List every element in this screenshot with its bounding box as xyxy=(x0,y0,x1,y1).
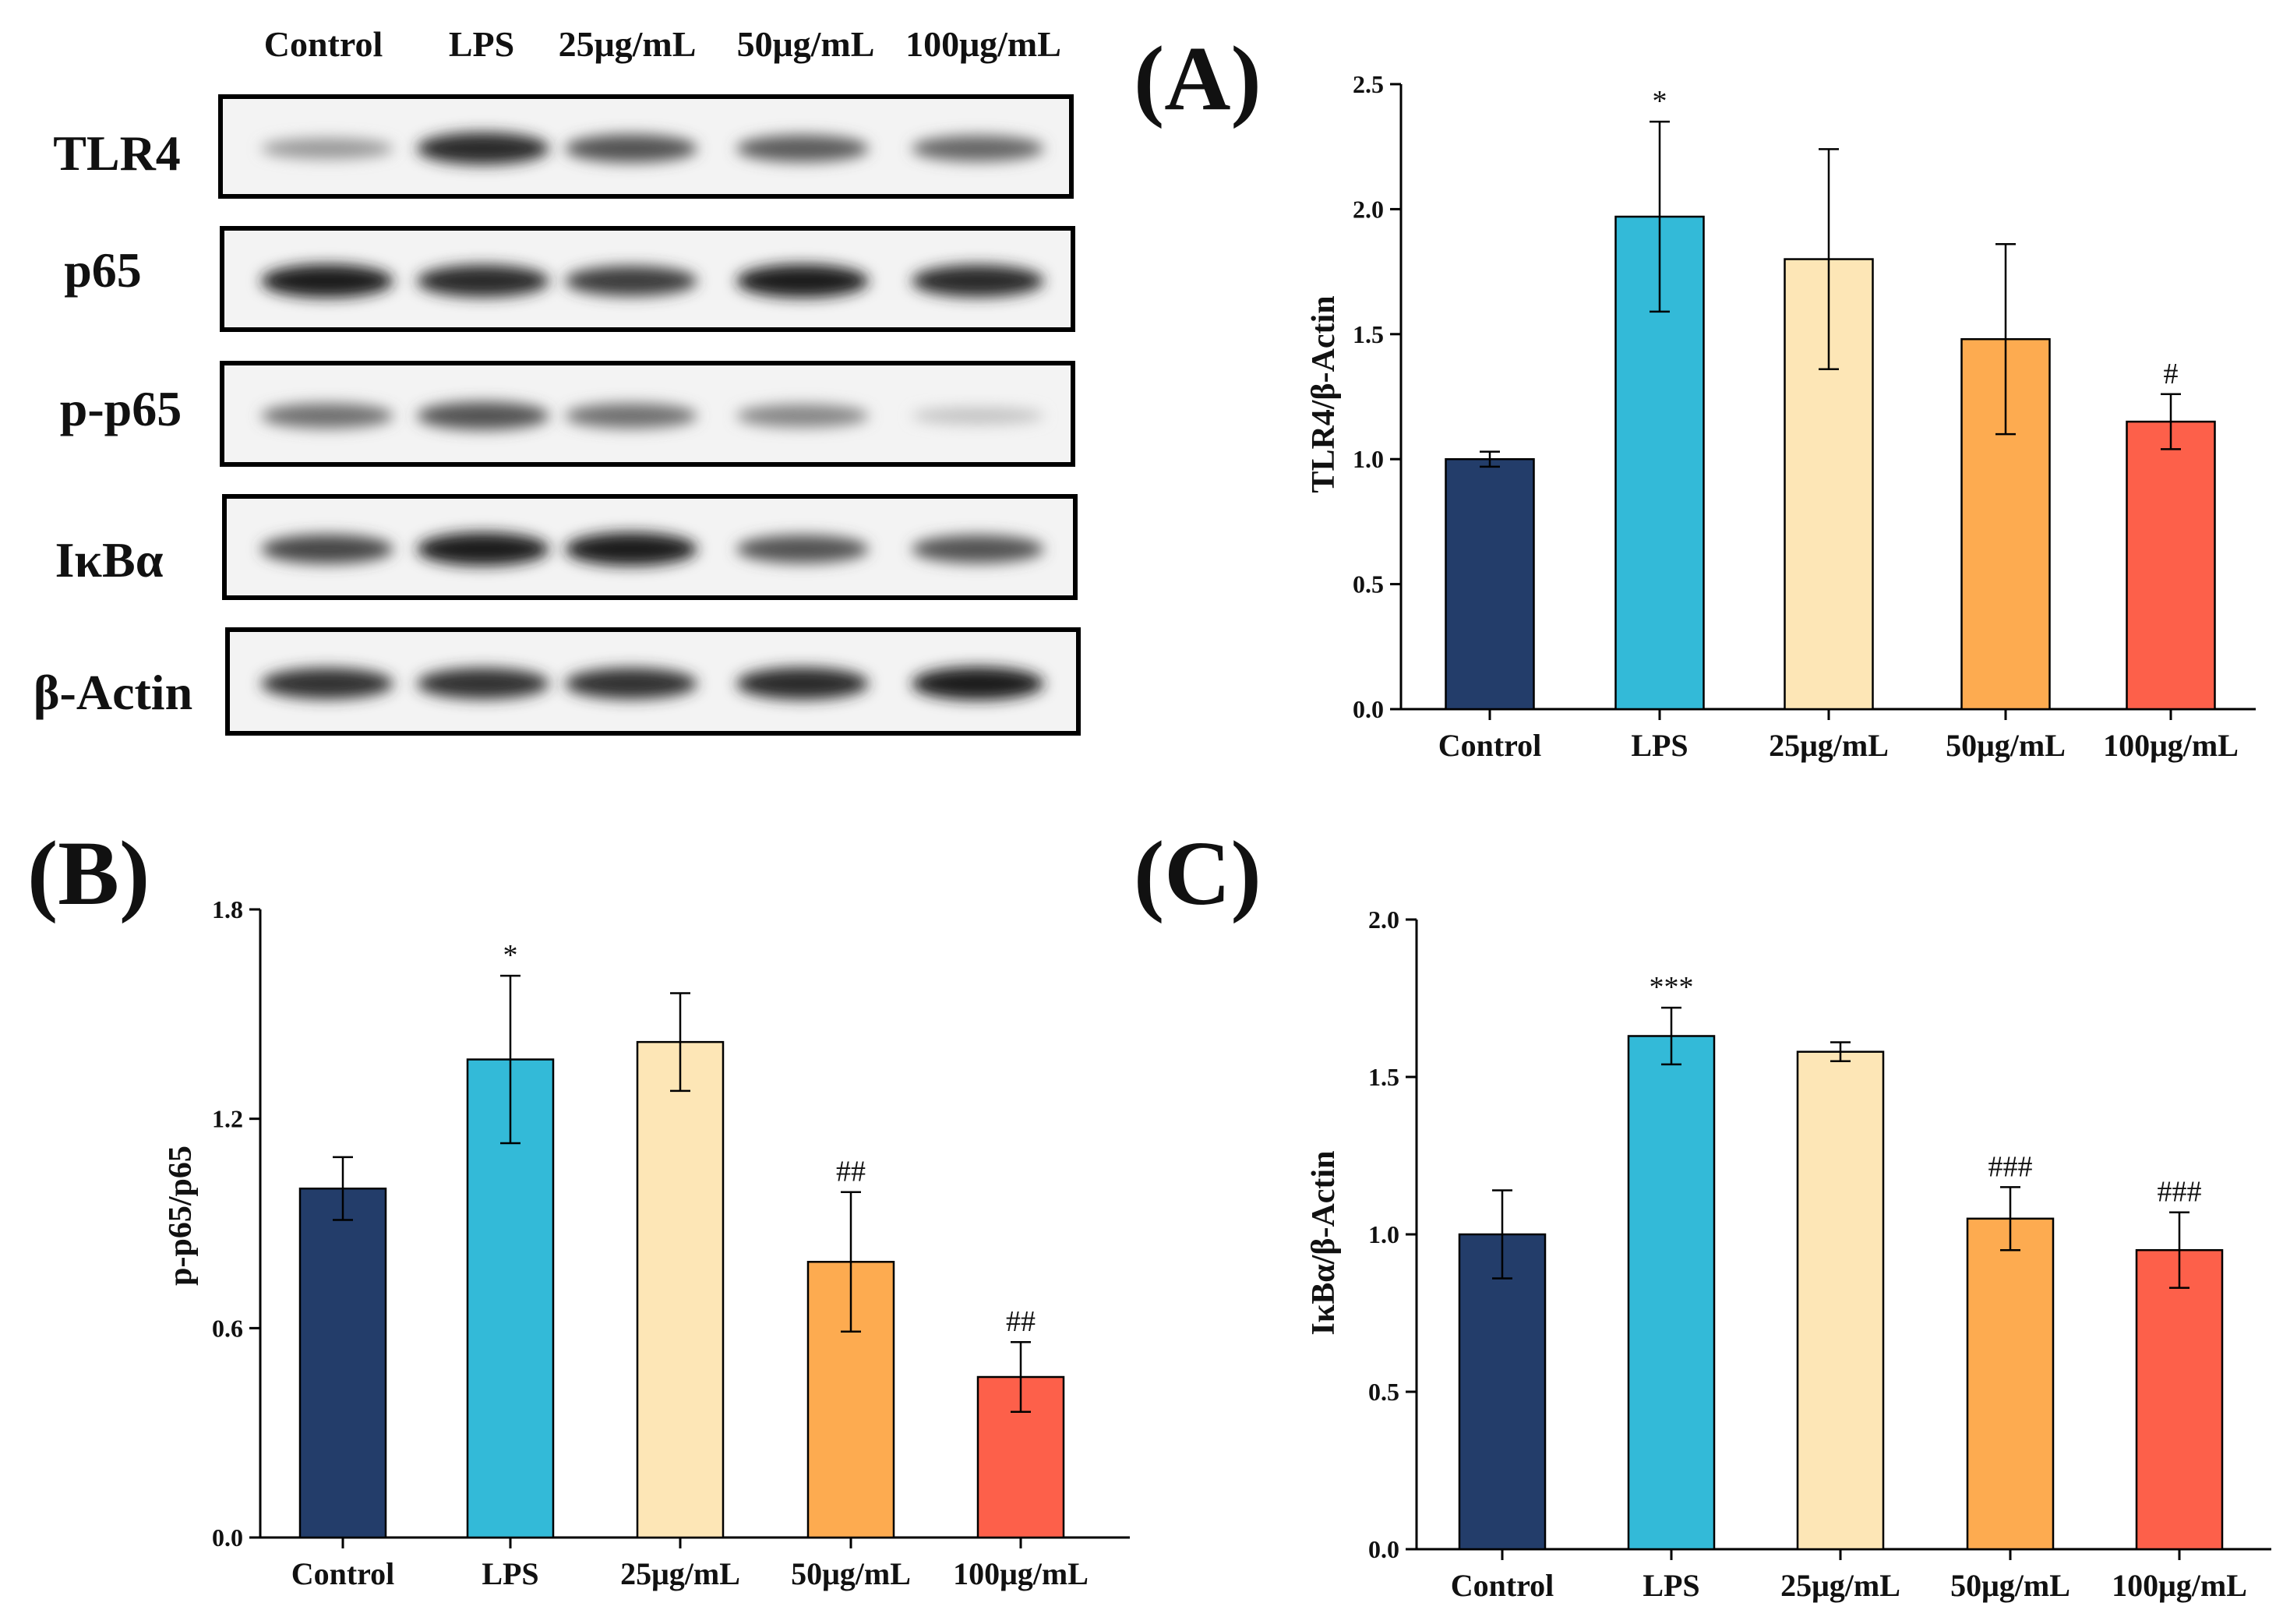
blot-band xyxy=(261,403,393,429)
blot-band xyxy=(736,535,869,563)
y-tick-label: 0.0 xyxy=(1353,695,1384,723)
blot-band xyxy=(912,264,1044,298)
blot-band xyxy=(912,407,1044,425)
blot-row-labels: TLR4 p65 p-p65 IκBα β-Actin xyxy=(34,125,192,720)
blot-band xyxy=(261,138,393,160)
bar xyxy=(2135,1248,2224,1551)
blot-lane-label: 100μg/mL xyxy=(905,24,1061,64)
blot-row-label: IκBα xyxy=(55,532,164,588)
x-tick-label: 100μg/mL xyxy=(2112,1568,2247,1603)
x-tick-label: LPS xyxy=(1643,1568,1699,1603)
blot-band xyxy=(912,535,1044,563)
significance-label: # xyxy=(2164,358,2179,390)
blot-band xyxy=(261,534,393,564)
blot-band xyxy=(417,264,549,298)
blot-lane-label: 25μg/mL xyxy=(559,24,697,64)
blot-band xyxy=(261,264,393,298)
blot-band xyxy=(565,134,697,163)
y-tick-label: 0.0 xyxy=(1368,1535,1399,1563)
blot-row-label: p65 xyxy=(64,242,142,298)
blot-band xyxy=(912,666,1044,701)
bar xyxy=(298,1187,387,1539)
blot-row-label: TLR4 xyxy=(53,125,181,181)
x-tick-label: 100μg/mL xyxy=(953,1556,1089,1591)
y-axis-label-c: IκBα/β-Actin xyxy=(1306,1151,1342,1336)
significance-label: ## xyxy=(1006,1305,1036,1338)
bar xyxy=(1458,1233,1547,1551)
blot-band xyxy=(417,668,549,700)
panel-label-c: (C) xyxy=(1134,822,1261,924)
x-tick-label: 25μg/mL xyxy=(1780,1568,1900,1603)
blot-panel xyxy=(218,94,1081,736)
x-tick-label: Control xyxy=(1451,1568,1554,1603)
x-tick-label: 100μg/mL xyxy=(2103,728,2239,763)
significance-label: ## xyxy=(836,1156,866,1188)
blot-band xyxy=(912,135,1044,162)
bar xyxy=(1445,457,1535,711)
significance-label: * xyxy=(1653,85,1667,118)
y-tick-label: 1.8 xyxy=(212,895,243,923)
blot-band xyxy=(417,401,549,430)
blot-band xyxy=(565,403,697,429)
x-tick-label: LPS xyxy=(1631,728,1688,763)
blot-band xyxy=(417,132,549,165)
blot-band xyxy=(736,264,869,298)
bar xyxy=(2126,420,2216,711)
significance-label: ### xyxy=(2158,1176,2202,1209)
y-tick-label: 2.5 xyxy=(1353,70,1384,98)
blot-band xyxy=(417,532,549,566)
blot-band xyxy=(565,266,697,296)
y-tick-label: 0.5 xyxy=(1353,570,1384,598)
panel-label-b: (B) xyxy=(27,822,150,924)
x-tick-label: Control xyxy=(1438,728,1542,763)
y-tick-label: 0.5 xyxy=(1368,1378,1399,1406)
x-tick-label: 50μg/mL xyxy=(1950,1568,2070,1603)
significance-label: ### xyxy=(1988,1150,2033,1183)
blot-row-label: p-p65 xyxy=(60,381,182,436)
y-axis-label-a: TLR4/β-Actin xyxy=(1306,295,1342,492)
x-tick-label: 25μg/mL xyxy=(620,1556,740,1591)
y-tick-label: 1.5 xyxy=(1353,320,1384,348)
bar xyxy=(1796,1050,1885,1551)
bar xyxy=(636,1040,725,1539)
x-tick-label: LPS xyxy=(482,1556,538,1591)
y-tick-label: 2.0 xyxy=(1368,906,1399,934)
panel-label-a: (A) xyxy=(1134,27,1261,129)
blot-band xyxy=(736,667,869,700)
blot-lane-label: Control xyxy=(264,24,383,64)
significance-label: * xyxy=(503,939,518,972)
x-tick-label: Control xyxy=(291,1556,395,1591)
significance-label: *** xyxy=(1650,971,1694,1004)
blot-band xyxy=(736,135,869,163)
blot-band xyxy=(565,668,697,700)
blot-band xyxy=(565,532,697,566)
blot-lane-label: 50μg/mL xyxy=(737,24,875,64)
y-tick-label: 1.2 xyxy=(212,1105,243,1133)
blot-row-label: β-Actin xyxy=(34,665,192,720)
bar xyxy=(1627,1035,1716,1551)
y-tick-label: 1.5 xyxy=(1368,1063,1399,1091)
blot-band xyxy=(261,668,393,700)
x-tick-label: 25μg/mL xyxy=(1769,728,1889,763)
chart-ikba: 0.0 0.5 1.0 1.5 2.0 Control LPS *** 25μg/mL 50μg/… xyxy=(1368,906,2271,1603)
bar xyxy=(1966,1217,2055,1551)
blot-band xyxy=(736,404,869,428)
y-axis-label-b: p-p65/p65 xyxy=(163,1146,199,1286)
y-tick-label: 1.0 xyxy=(1353,445,1384,473)
blot-lane-labels: Control LPS 25μg/mL 50μg/mL 100μg/mL xyxy=(264,24,1061,64)
x-tick-label: 50μg/mL xyxy=(1946,728,2066,763)
y-tick-label: 0.0 xyxy=(212,1523,243,1552)
blot-lane-label: LPS xyxy=(449,24,514,64)
y-tick-label: 0.6 xyxy=(212,1314,243,1342)
x-tick-label: 50μg/mL xyxy=(791,1556,911,1591)
chart-p-p65: 0.0 0.6 1.2 1.8 Control LPS * 25μg/mL 50μg/mL ## 1… xyxy=(212,895,1130,1591)
y-tick-label: 2.0 xyxy=(1353,195,1384,223)
y-tick-label: 1.0 xyxy=(1368,1220,1399,1248)
chart-tlr4: 0.0 0.5 1.0 1.5 2.0 2.5 Control LPS * 25μg/mL 50μg… xyxy=(1353,70,2256,763)
